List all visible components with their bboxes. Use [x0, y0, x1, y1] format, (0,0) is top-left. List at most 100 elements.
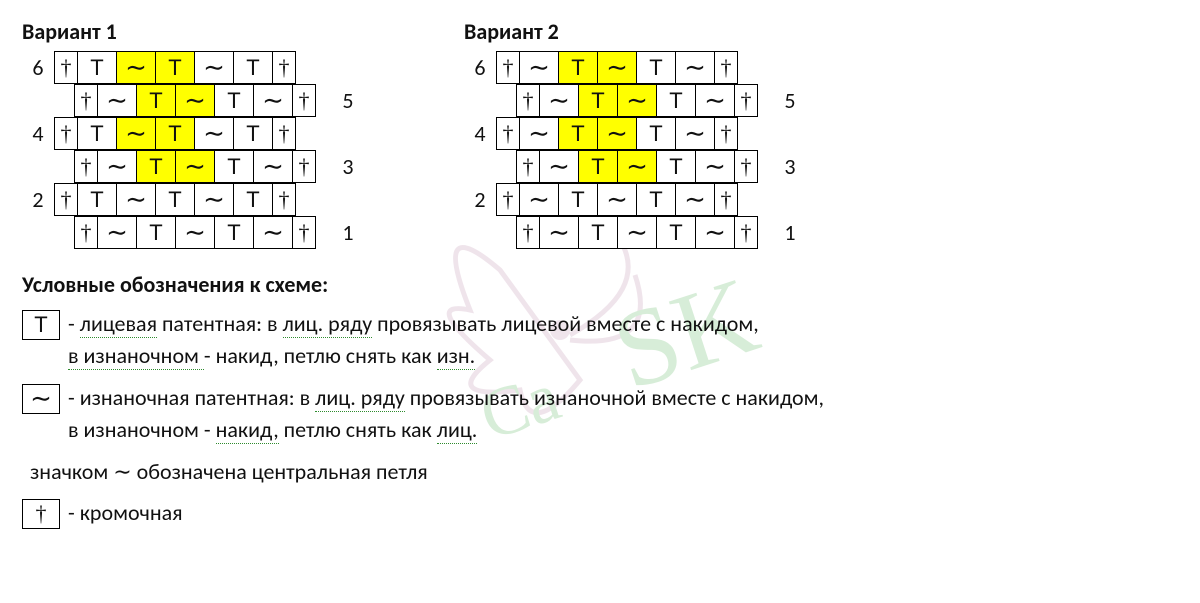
row-number-left: 6	[464, 54, 496, 81]
symbol-wave: ∼	[548, 154, 570, 180]
chart-cell: †	[54, 51, 78, 84]
symbol-wave: ∼	[184, 220, 206, 246]
legend-swatch: †	[22, 499, 60, 529]
legend-entry: значком ∼ обозначена центральная петля	[22, 456, 1178, 488]
symbol-wave: ∼	[203, 55, 225, 81]
legend-run: патентная: в	[157, 310, 283, 337]
chart-row: 6†∼T∼T∼†	[464, 51, 806, 84]
chart-cell: T	[656, 84, 696, 117]
chart-cell: ∼	[695, 150, 735, 183]
chart-cell: †	[272, 183, 296, 216]
symbol-wave: ∼	[684, 187, 706, 213]
symbol-wave: ∼	[626, 220, 648, 246]
symbol-wave: ∼	[125, 121, 147, 147]
symbol-wave: ∼	[548, 220, 570, 246]
legend-run: -	[68, 310, 80, 337]
chart-cell: T	[636, 117, 676, 150]
symbol-T: T	[149, 222, 162, 244]
chart-cell: ∼	[539, 150, 579, 183]
legend-text: - изнаночная патентная: в лиц. ряду пров…	[68, 382, 824, 446]
chart-cell: ∼	[617, 84, 657, 117]
symbol-T: T	[649, 123, 662, 145]
chart-cell: T	[77, 117, 117, 150]
row-number-right: 5	[332, 87, 364, 114]
chart-cell: ∼	[175, 84, 215, 117]
chart-cell: ∼	[175, 150, 215, 183]
legend-entry: † - кромочная	[22, 497, 1178, 529]
chart-cell: ∼	[597, 183, 637, 216]
symbol-T: T	[34, 314, 47, 336]
chart-row: †∼T∼T∼†3	[464, 150, 806, 183]
legend-text: значком ∼ обозначена центральная петля	[30, 456, 428, 488]
symbol-T: T	[90, 189, 103, 211]
chart-cell: ∼	[539, 216, 579, 249]
chart-cell: T	[233, 51, 273, 84]
symbol-wave: ∼	[704, 220, 726, 246]
symbol-T: T	[649, 189, 662, 211]
chart-row: †∼T∼T∼†3	[22, 150, 364, 183]
chart-cell: †	[734, 216, 758, 249]
legend-swatch: ∼	[22, 384, 60, 414]
chart-cell: †	[714, 51, 738, 84]
symbol-T: T	[90, 123, 103, 145]
symbol-T: T	[669, 156, 682, 178]
symbol-edge: †	[503, 57, 514, 79]
chart-row-cells: †∼T∼T∼†	[74, 150, 316, 183]
symbol-wave: ∼	[606, 187, 628, 213]
symbol-edge: †	[503, 189, 514, 211]
legend-run: провязывать лицевой вместе с накидом,	[372, 310, 759, 337]
symbol-T: T	[168, 189, 181, 211]
chart-row-cells: †∼T∼T∼†	[496, 117, 738, 150]
chart-cell: †	[292, 84, 316, 117]
legend-run: провязывать изнаночной вместе с накидом,	[405, 384, 824, 411]
legend-entry: T - лицевая патентная: в лиц. ряду провя…	[22, 308, 1178, 372]
row-number-left: 2	[464, 186, 496, 213]
symbol-edge: †	[299, 90, 310, 112]
row-number-right: 1	[332, 219, 364, 246]
symbol-edge: †	[741, 222, 752, 244]
legend-run: петлю снять как	[279, 416, 437, 443]
symbol-edge: †	[523, 222, 534, 244]
chart-cell: ∼	[175, 216, 215, 249]
symbol-T: T	[591, 222, 604, 244]
chart-cell: T	[214, 150, 254, 183]
chart-cell: †	[54, 183, 78, 216]
chart-cell: ∼	[675, 183, 715, 216]
chart-cell: ∼	[97, 150, 137, 183]
symbol-wave: ∼	[684, 55, 706, 81]
chart-cell: T	[155, 183, 195, 216]
legend-run: в изнаночном -	[68, 416, 216, 443]
chart-cell: †	[74, 150, 98, 183]
legend-run: лицевая	[80, 310, 157, 338]
chart-row: 2†T∼T∼T†	[22, 183, 364, 216]
chart-cell: ∼	[194, 51, 234, 84]
chart-cell: †	[496, 183, 520, 216]
chart-cell: T	[136, 216, 176, 249]
chart-cell: ∼	[519, 183, 559, 216]
legend-run: - изнаночная патентная: в	[68, 384, 315, 411]
chart-cell: †	[74, 216, 98, 249]
chart-cell: ∼	[695, 216, 735, 249]
chart-row-cells: †∼T∼T∼†	[74, 84, 316, 117]
chart-cell: †	[496, 51, 520, 84]
chart-cell: †	[54, 117, 78, 150]
chart-cell: †	[272, 51, 296, 84]
chart-cell: T	[136, 150, 176, 183]
symbol-T: T	[669, 90, 682, 112]
symbol-wave: ∼	[184, 88, 206, 114]
symbol-wave: ∼	[262, 88, 284, 114]
symbol-wave: ∼	[704, 154, 726, 180]
chart-cell: T	[636, 51, 676, 84]
symbol-wave: ∼	[606, 55, 628, 81]
chart-row: 4†T∼T∼T†	[22, 117, 364, 150]
legend-entry: ∼ - изнаночная патентная: в лиц. ряду пр…	[22, 382, 1178, 446]
symbol-T: T	[90, 57, 103, 79]
symbol-edge: †	[81, 90, 92, 112]
legend-run: значком ∼ обозначена центральная петля	[30, 458, 428, 485]
symbol-wave: ∼	[30, 386, 52, 412]
symbol-wave: ∼	[626, 154, 648, 180]
chart-cell: †	[496, 117, 520, 150]
chart-cell: ∼	[519, 51, 559, 84]
legend-run: лиц. ряду	[283, 310, 373, 338]
chart-row: 6†T∼T∼T†	[22, 51, 364, 84]
